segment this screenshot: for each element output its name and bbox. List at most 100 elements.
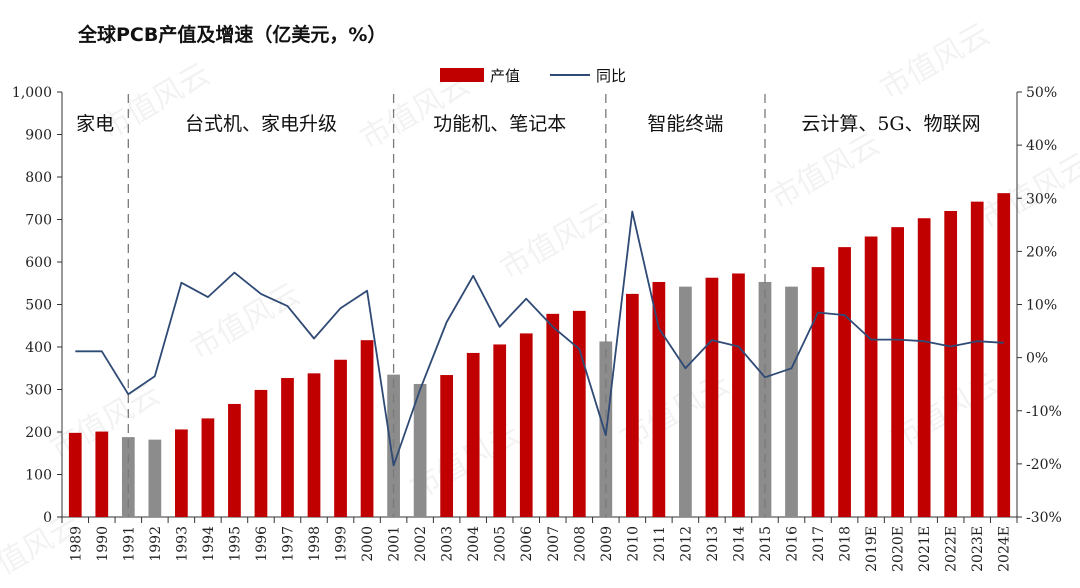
bar-2020E xyxy=(891,227,904,517)
right-tick-label: 30% xyxy=(1026,191,1057,207)
right-tick-label: -10% xyxy=(1026,404,1062,420)
right-tick-label: 0% xyxy=(1026,351,1048,367)
bar-2018 xyxy=(838,247,851,517)
left-tick-label: 0 xyxy=(43,510,52,526)
right-tick-label: 50% xyxy=(1026,85,1057,101)
x-tick-label: 2014 xyxy=(731,526,747,562)
bar-2011 xyxy=(652,281,666,517)
left-tick-label: 1,000 xyxy=(12,85,52,101)
left-tick-label: 100 xyxy=(25,468,52,484)
x-tick-label: 2017 xyxy=(811,526,827,562)
x-tick-label: 2001 xyxy=(387,526,403,562)
x-tick-label: 2011 xyxy=(652,526,668,562)
era-label: 功能机、笔记本 xyxy=(433,113,566,135)
x-tick-label: 2006 xyxy=(519,526,535,562)
left-tick-label: 800 xyxy=(25,170,52,186)
left-tick-label: 400 xyxy=(25,340,52,356)
x-tick-label: 2013 xyxy=(705,526,721,562)
left-tick-label: 700 xyxy=(25,213,52,229)
chart-title: 全球PCB产值及增速（亿美元，%） xyxy=(78,24,387,46)
bar-2003 xyxy=(440,375,454,517)
bar-2022E xyxy=(944,211,958,517)
x-tick-label: 2019E xyxy=(864,526,880,572)
bar-2005 xyxy=(493,344,507,517)
bar-2012 xyxy=(679,286,692,517)
legend-label-line: 同比 xyxy=(596,67,626,85)
x-tick-label: 1990 xyxy=(95,526,111,562)
bar-2017 xyxy=(811,267,825,517)
bar-2007 xyxy=(546,313,560,517)
x-tick-label: 1994 xyxy=(201,526,217,562)
legend-label-bar: 产值 xyxy=(490,67,520,85)
x-tick-label: 2024E xyxy=(997,526,1013,572)
watermark-text-1: 市值风云 xyxy=(875,17,996,107)
bar-2016 xyxy=(785,286,798,517)
x-tick-label: 2018 xyxy=(838,526,854,562)
left-tick-label: 200 xyxy=(25,425,52,441)
right-tick-label: 20% xyxy=(1026,244,1057,260)
bar-1992 xyxy=(148,439,162,517)
bar-1989 xyxy=(68,432,82,517)
x-tick-label: 1996 xyxy=(254,526,270,562)
x-tick-label: 2009 xyxy=(599,526,615,562)
bar-1998 xyxy=(307,373,321,517)
watermark-text-2: 市值风云 xyxy=(185,277,306,367)
x-tick-label: 2015 xyxy=(758,526,774,562)
x-tick-label: 2012 xyxy=(678,526,694,562)
x-tick-label: 2023E xyxy=(970,526,986,572)
bar-2002 xyxy=(413,383,427,517)
x-tick-label: 1992 xyxy=(148,526,164,562)
x-tick-label: 1998 xyxy=(307,526,323,562)
x-tick-label: 1991 xyxy=(121,526,137,562)
x-tick-label: 2005 xyxy=(493,526,509,562)
x-tick-label: 1997 xyxy=(280,526,296,562)
x-tick-label: 1993 xyxy=(174,526,190,562)
right-tick-label: -30% xyxy=(1026,510,1062,526)
watermark-text-4: 市值风云 xyxy=(765,127,886,217)
x-tick-label: 2004 xyxy=(466,526,482,562)
left-tick-label: 600 xyxy=(25,255,52,271)
bar-2019E xyxy=(864,236,878,517)
x-tick-label: 2021E xyxy=(917,526,933,572)
bar-2000 xyxy=(360,340,374,517)
x-tick-label: 2022E xyxy=(944,526,960,572)
x-tick-label: 2000 xyxy=(360,526,376,562)
bar-2004 xyxy=(466,352,480,517)
x-tick-label: 1999 xyxy=(334,526,350,562)
bar-1994 xyxy=(201,418,215,517)
era-label: 智能终端 xyxy=(647,113,723,135)
bar-2014 xyxy=(732,273,745,517)
x-tick-label: 2010 xyxy=(625,526,641,562)
x-tick-label: 2008 xyxy=(572,526,588,562)
x-tick-label: 2020E xyxy=(891,526,907,572)
bar-1999 xyxy=(334,359,347,517)
bar-2006 xyxy=(519,333,533,517)
bar-2010 xyxy=(625,293,639,517)
bar-2013 xyxy=(705,277,719,517)
right-tick-label: -20% xyxy=(1026,457,1062,473)
bar-1996 xyxy=(254,389,268,517)
era-label: 台式机、家电升级 xyxy=(185,113,337,135)
era-label: 云计算、5G、物联网 xyxy=(801,113,980,135)
left-tick-label: 500 xyxy=(25,298,52,314)
bar-1990 xyxy=(95,431,109,517)
watermark-text-3: 市值风云 xyxy=(495,197,616,287)
era-label: 家电 xyxy=(76,113,114,135)
right-tick-label: 40% xyxy=(1026,138,1057,154)
bar-1993 xyxy=(175,429,188,517)
x-tick-label: 2016 xyxy=(785,526,801,562)
bar-1995 xyxy=(228,403,241,517)
bar-2023E xyxy=(970,201,984,517)
right-tick-label: 10% xyxy=(1026,298,1057,314)
bar-2024E xyxy=(997,193,1011,517)
x-tick-label: 2002 xyxy=(413,526,429,562)
legend-swatch-bar xyxy=(440,68,484,82)
left-tick-label: 900 xyxy=(25,128,52,144)
line-series-yoy xyxy=(75,210,1004,467)
left-tick-label: 300 xyxy=(25,383,52,399)
x-tick-label: 1989 xyxy=(68,526,84,562)
bar-2008 xyxy=(572,310,586,517)
bar-1997 xyxy=(281,378,294,517)
